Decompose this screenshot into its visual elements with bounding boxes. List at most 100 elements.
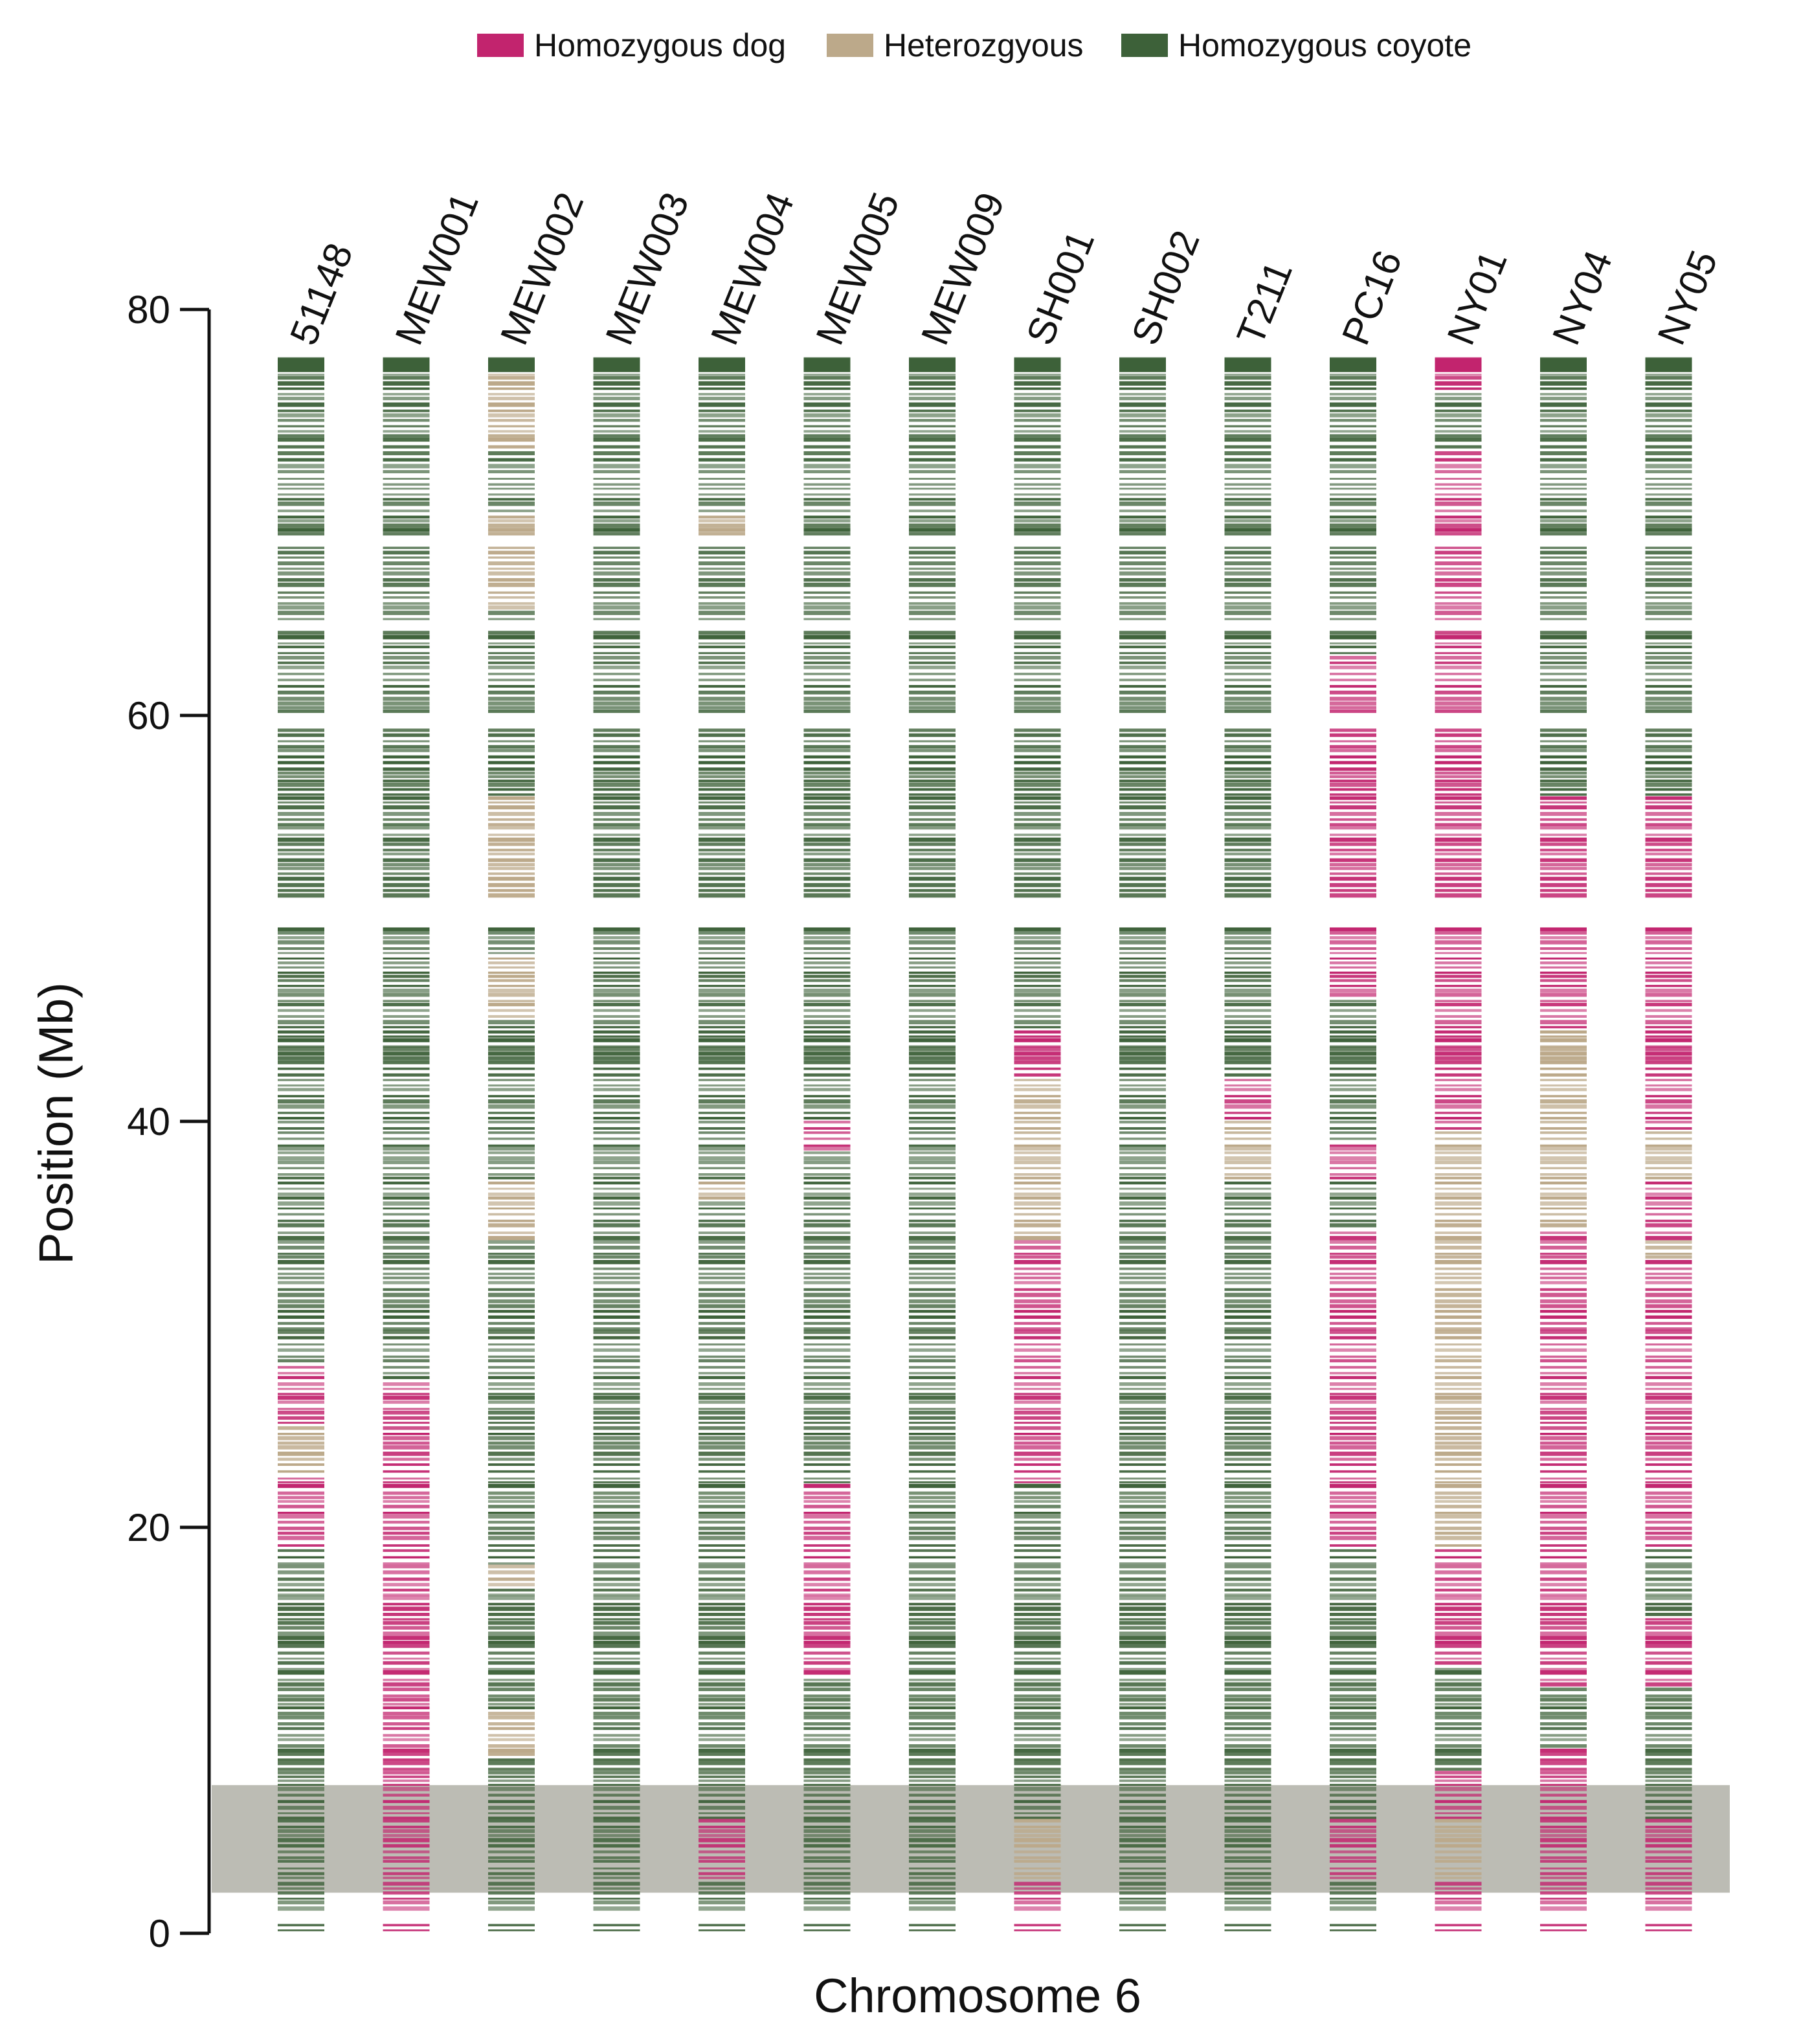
snp-marker: [1540, 1703, 1587, 1706]
snp-marker: [1224, 1758, 1271, 1762]
snp-marker: [1119, 1779, 1166, 1782]
snp-marker: [593, 1738, 640, 1742]
snp-marker: [699, 1387, 745, 1390]
snp-marker: [1330, 1635, 1376, 1641]
snp-marker: [383, 1715, 430, 1720]
snp-marker: [909, 1240, 956, 1244]
snp-marker: [593, 1408, 640, 1410]
snp-marker: [1014, 374, 1061, 376]
snp-marker: [1014, 1626, 1061, 1630]
snp-marker: [699, 1859, 745, 1863]
snp-marker: [383, 690, 430, 695]
snp-marker: [1224, 1201, 1271, 1206]
snp-marker: [803, 1771, 851, 1775]
snp-marker: [1014, 775, 1061, 778]
snp-marker: [488, 1299, 535, 1303]
snp-marker: [383, 605, 430, 610]
snp-marker: [1224, 1260, 1271, 1264]
snp-marker: [278, 1343, 324, 1346]
snp-marker: [488, 528, 535, 532]
snp-marker: [1435, 745, 1482, 749]
snp-marker: [803, 413, 851, 418]
snp-marker: [699, 1793, 745, 1797]
snp-marker: [488, 1481, 535, 1483]
snp-marker: [278, 796, 324, 800]
snp-marker: [803, 1292, 851, 1297]
snp-marker: [278, 1859, 324, 1863]
snp-marker: [909, 1000, 956, 1003]
snp-marker: [1645, 1267, 1692, 1270]
snp-marker: [1330, 1564, 1376, 1569]
snp-marker: [1330, 434, 1376, 438]
snp-marker: [593, 483, 640, 486]
snp-marker: [909, 602, 956, 605]
snp-marker: [593, 1703, 640, 1706]
snp-marker: [278, 1408, 324, 1410]
snp-marker: [1435, 1698, 1482, 1702]
snp-marker: [1540, 1104, 1587, 1109]
snp-marker: [1330, 1343, 1376, 1346]
snp-marker: [803, 1213, 851, 1216]
snp-marker: [278, 493, 324, 496]
snp-marker: [1224, 1825, 1271, 1828]
snp-marker: [593, 1051, 640, 1056]
snp-marker: [1540, 1060, 1587, 1064]
snp-marker: [909, 1151, 956, 1154]
snp-marker: [593, 582, 640, 587]
snp-marker: [1014, 1531, 1061, 1535]
snp-marker: [1435, 1657, 1482, 1660]
snp-marker: [1014, 1255, 1061, 1259]
snp-marker: [1330, 1382, 1376, 1386]
snp-marker: [909, 767, 956, 771]
snp-marker: [1224, 567, 1271, 570]
snp-marker: [909, 493, 956, 496]
snp-marker: [1435, 646, 1482, 649]
snp-marker: [699, 1872, 745, 1876]
snp-marker: [1645, 1657, 1692, 1660]
snp-marker: [1330, 591, 1376, 594]
snp-marker: [488, 1452, 535, 1456]
snp-marker: [1330, 1694, 1376, 1698]
snp-marker: [278, 1593, 324, 1597]
snp-marker: [593, 1556, 640, 1559]
snp-marker: [1224, 478, 1271, 480]
snp-marker: [1119, 1606, 1166, 1612]
snp-marker: [1224, 666, 1271, 669]
snp-marker: [593, 605, 640, 610]
snp-marker: [488, 1355, 535, 1358]
snp-marker: [1540, 1452, 1587, 1456]
snp-marker: [1540, 1859, 1587, 1863]
snp-marker: [593, 656, 640, 660]
snp-marker: [1435, 578, 1482, 582]
snp-marker: [1540, 1240, 1587, 1244]
snp-marker: [278, 848, 324, 852]
snp-marker: [383, 930, 430, 935]
snp-marker: [803, 1343, 851, 1346]
snp-marker: [278, 1020, 324, 1025]
snp-marker: [909, 425, 956, 428]
snp-marker: [278, 1661, 324, 1665]
snp-marker: [1014, 567, 1061, 570]
snp-marker: [1645, 1738, 1692, 1742]
snp-marker: [1224, 578, 1271, 582]
snp-marker: [803, 1577, 851, 1581]
snp-marker: [1224, 1056, 1271, 1061]
snp-marker: [1540, 1137, 1587, 1140]
snp-marker: [803, 1661, 851, 1665]
snp-marker: [699, 1856, 745, 1859]
snp-marker: [383, 893, 430, 898]
snp-marker: [1435, 387, 1482, 390]
snp-marker: [1540, 1187, 1587, 1190]
snp-marker: [1119, 1246, 1166, 1250]
snp-marker: [1645, 1564, 1692, 1569]
snp-marker: [278, 1752, 324, 1757]
snp-marker: [1540, 823, 1587, 826]
snp-marker: [1540, 1310, 1587, 1313]
snp-marker: [1435, 1844, 1482, 1848]
snp-marker: [1224, 1002, 1271, 1007]
snp-marker: [1330, 796, 1376, 800]
snp-marker: [1435, 1457, 1482, 1461]
snp-marker: [1014, 532, 1061, 536]
snp-marker: [1645, 1876, 1692, 1880]
snp-marker: [1224, 1470, 1271, 1473]
